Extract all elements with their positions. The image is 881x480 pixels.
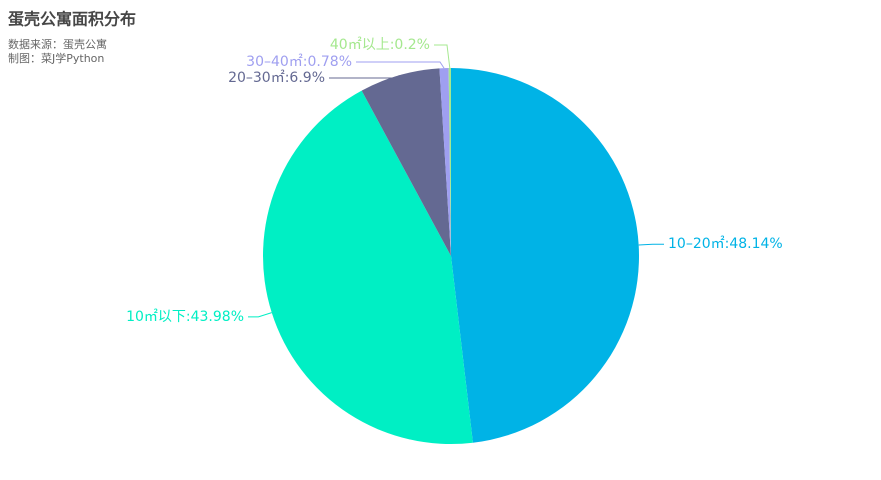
label-line [434, 44, 451, 69]
pie-slice [263, 90, 473, 444]
data-label: 20–30㎡:6.9% [228, 70, 325, 86]
pie-slice [448, 68, 451, 256]
label-line [329, 75, 400, 79]
pie-slice [361, 68, 451, 256]
label-line [638, 243, 664, 246]
label-line [248, 312, 272, 318]
data-label: 30–40㎡:0.78% [246, 54, 352, 70]
pie-slice [439, 68, 451, 256]
data-label: 10㎡以下:43.98% [126, 309, 244, 325]
chart-title: 蛋壳公寓面积分布 [8, 10, 136, 29]
data-label: 10–20㎡:48.14% [668, 236, 783, 252]
subtitle: 制图：菜J学Python [8, 51, 104, 65]
label-line [356, 61, 445, 69]
data-label: 40㎡以上:0.2% [330, 37, 430, 53]
subtitle: 数据来源：蛋壳公寓 [8, 37, 107, 51]
pie-slice [451, 68, 639, 443]
